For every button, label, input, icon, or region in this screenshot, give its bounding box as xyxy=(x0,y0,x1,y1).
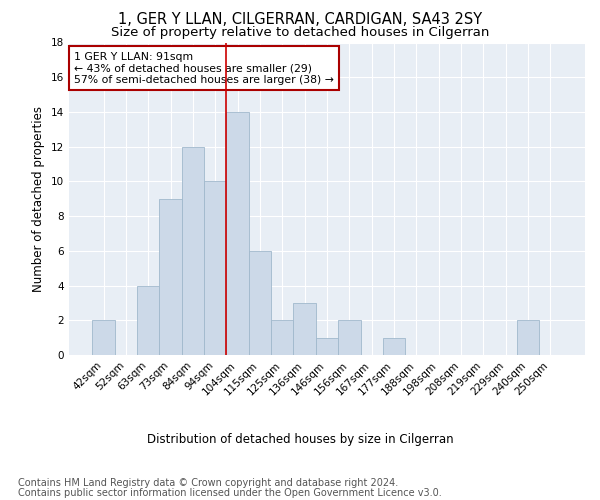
Text: 1 GER Y LLAN: 91sqm
← 43% of detached houses are smaller (29)
57% of semi-detach: 1 GER Y LLAN: 91sqm ← 43% of detached ho… xyxy=(74,52,334,85)
Bar xyxy=(182,146,204,355)
Bar xyxy=(383,338,405,355)
Bar xyxy=(249,251,271,355)
Bar xyxy=(271,320,293,355)
Y-axis label: Number of detached properties: Number of detached properties xyxy=(32,106,46,292)
Bar xyxy=(160,198,182,355)
Bar xyxy=(316,338,338,355)
Text: Distribution of detached houses by size in Cilgerran: Distribution of detached houses by size … xyxy=(146,432,454,446)
Bar xyxy=(293,303,316,355)
Text: Size of property relative to detached houses in Cilgerran: Size of property relative to detached ho… xyxy=(111,26,489,39)
Bar xyxy=(204,182,226,355)
Bar xyxy=(517,320,539,355)
Text: 1, GER Y LLAN, CILGERRAN, CARDIGAN, SA43 2SY: 1, GER Y LLAN, CILGERRAN, CARDIGAN, SA43… xyxy=(118,12,482,28)
Bar xyxy=(137,286,160,355)
Bar xyxy=(226,112,249,355)
Bar xyxy=(92,320,115,355)
Bar xyxy=(338,320,361,355)
Text: Contains public sector information licensed under the Open Government Licence v3: Contains public sector information licen… xyxy=(18,488,442,498)
Text: Contains HM Land Registry data © Crown copyright and database right 2024.: Contains HM Land Registry data © Crown c… xyxy=(18,478,398,488)
